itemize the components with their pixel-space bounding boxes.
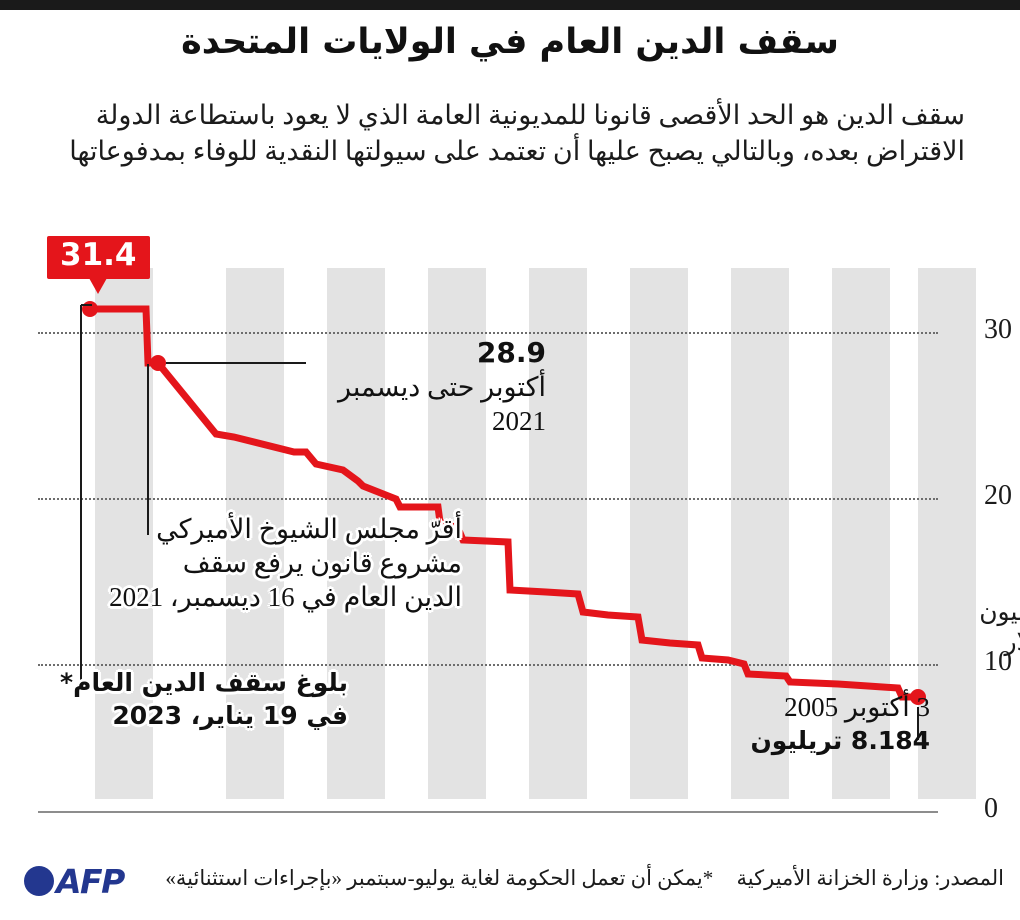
annotation-ceiling-line1: بلوغ سقف الدين العام* xyxy=(60,668,348,697)
annotation-ceiling-reached: بلوغ سقف الدين العام* في 19 يناير، 2023 xyxy=(38,666,348,732)
gridline-10 xyxy=(38,664,938,666)
callout-peak-value: 31.4 xyxy=(47,236,150,294)
annotation-2005-line2: 8.184 تريليون xyxy=(750,726,930,755)
annotation-senate-bill: أقرّ مجلس الشيوخ الأميركي مشروع قانون ير… xyxy=(92,512,462,614)
y-axis-unit-label: تريليون دولار xyxy=(979,599,1020,656)
y-tick-20: 20 xyxy=(984,480,1012,511)
annotation-28-9-line1: أكتوبر حتى ديسمبر xyxy=(338,372,546,402)
chart-area: 30 20 10 0 تريليون دولار 31.4 28.9 أكتوب… xyxy=(0,236,1020,824)
subtitle-paragraph: سقف الدين هو الحد الأقصى قانونا للمديوني… xyxy=(69,100,965,166)
y-tick-10: 10 xyxy=(984,646,1012,677)
annotation-2005-line1: 3 أكتوبر 2005 xyxy=(784,692,930,722)
annotation-oct-2005: 3 أكتوبر 2005 8.184 تريليون xyxy=(638,690,930,758)
footer: AFP المصدر: وزارة الخزانة الأميركية *يمك… xyxy=(0,852,1020,920)
annotation-senate-line2: مشروع قانون يرفع سقف xyxy=(182,548,462,578)
chart-band xyxy=(529,268,587,799)
gridline-30 xyxy=(38,332,938,334)
chart-band xyxy=(226,268,284,799)
annotation-senate-line1: أقرّ مجلس الشيوخ الأميركي xyxy=(156,514,462,544)
y-tick-0: 0 xyxy=(984,793,998,824)
annotation-ceiling-line2: في 19 يناير، 2023 xyxy=(112,701,348,730)
plot-region: 30 20 10 0 تريليون دولار xyxy=(38,260,1020,824)
source-label: المصدر: وزارة الخزانة الأميركية xyxy=(736,866,1004,890)
annotation-28-9-value: 28.9 xyxy=(476,336,546,369)
chart-band xyxy=(630,268,688,799)
afp-wordmark: AFP xyxy=(56,861,125,901)
series-marker-2005 xyxy=(910,689,926,705)
chart-gridlines xyxy=(38,260,938,813)
x-axis-line xyxy=(38,811,938,813)
chart-band xyxy=(731,268,789,799)
gridline-20 xyxy=(38,498,938,500)
page-title: سقف الدين العام في الولايات المتحدة xyxy=(181,22,839,62)
afp-dot-icon xyxy=(24,866,54,896)
annotation-28-9-line2: 2021 xyxy=(492,406,546,436)
series-polyline xyxy=(90,305,918,701)
y-tick-30: 30 xyxy=(984,314,1012,345)
afp-logo: AFP xyxy=(24,860,125,902)
chart-band xyxy=(327,268,385,799)
annotation-layer: 31.4 28.9 أكتوبر حتى ديسمبر 2021 أقرّ مج… xyxy=(0,236,1020,820)
chart-band xyxy=(95,268,153,799)
annotation-senate-line3: الدين العام في 16 ديسمبر، 2021 xyxy=(109,582,462,612)
chart-band xyxy=(832,268,890,799)
series-marker-28-9 xyxy=(150,355,166,371)
source-note: المصدر: وزارة الخزانة الأميركية *يمكن أن… xyxy=(165,866,1004,891)
source-asterisk-note: *يمكن أن تعمل الحكومة لغاية يوليو-سبتمبر… xyxy=(165,866,714,890)
chart-band xyxy=(918,268,976,799)
annotation-28-9: 28.9 أكتوبر حتى ديسمبر 2021 xyxy=(316,336,546,438)
chart-bands xyxy=(38,260,976,813)
top-black-bar xyxy=(0,0,1020,10)
debt-ceiling-series xyxy=(80,301,926,740)
